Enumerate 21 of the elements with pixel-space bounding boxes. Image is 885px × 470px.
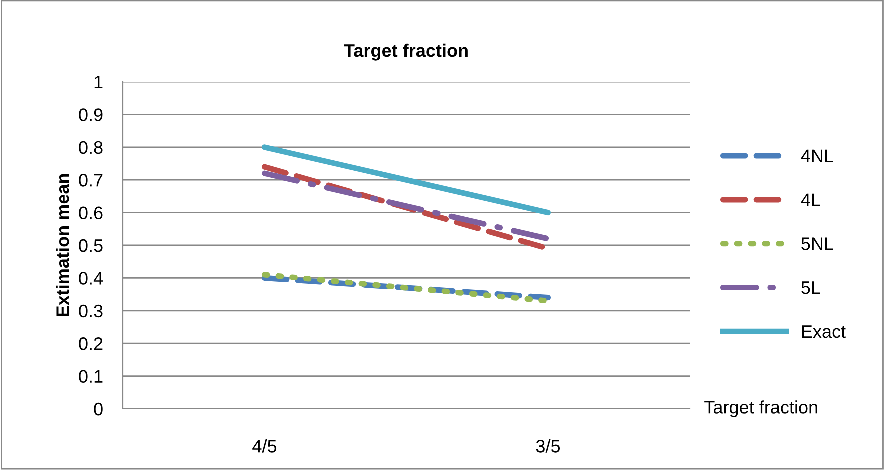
legend-label: 4NL	[801, 150, 834, 162]
legend-label: 4L	[801, 194, 820, 206]
y-axis-title: Extimation mean	[56, 174, 70, 317]
y-tick-label: 0.4	[79, 272, 104, 285]
x-tick-label: 3/5	[536, 440, 560, 453]
y-tick-label: 0.9	[79, 108, 103, 122]
y-tick-label: 0.3	[79, 304, 103, 318]
y-tick-label: 0.5	[79, 239, 103, 252]
y-tick-label: 0.2	[79, 338, 103, 350]
y-tick-label: 0	[94, 402, 103, 416]
y-tick-label: 0.6	[79, 206, 103, 220]
y-tick-label: 0.8	[79, 141, 103, 154]
chart-title: Target fraction	[344, 44, 468, 61]
y-tick-label: 0.1	[79, 370, 103, 384]
x-tick-label: 4/5	[252, 440, 277, 453]
y-tick-label: 0.7	[79, 174, 103, 187]
legend-label: 5NL	[802, 238, 834, 250]
x-axis-title: Target fraction	[704, 400, 818, 418]
legend-label: Exact	[802, 326, 846, 338]
legend-label: 5L	[802, 282, 820, 294]
y-tick-label: 1	[94, 76, 103, 89]
